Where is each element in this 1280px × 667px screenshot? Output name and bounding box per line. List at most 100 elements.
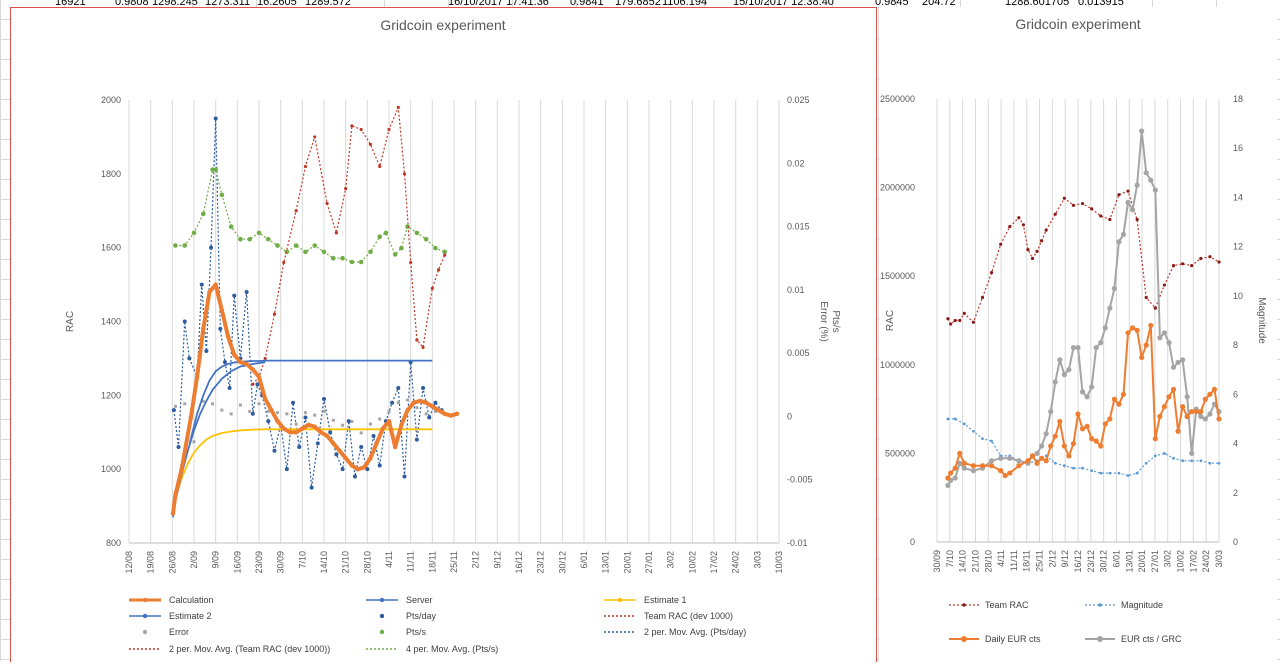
sheet-cell[interactable]: 0.9841 — [570, 0, 604, 8]
chart-panel-left[interactable]: Gridcoin experiment 12/08 19/08 26/08 2/09 9/… — [10, 7, 877, 662]
x-tick-label: 25/11 — [1035, 550, 1045, 572]
x-tick-label: 4/11 — [996, 550, 1006, 567]
sheet-cell[interactable]: 204.72 — [922, 0, 956, 8]
point-eur-cts-per-grc — [1161, 330, 1168, 336]
series-team-rac — [947, 190, 1220, 325]
x-tick-label: 18/11 — [1022, 550, 1032, 572]
y2-tick-label: 2 — [1233, 488, 1238, 498]
point-team-rac — [946, 317, 950, 321]
point-daily-eur-cts — [1216, 416, 1222, 422]
point-team-rac — [1208, 255, 1212, 259]
sheet-cell[interactable]: 1273.311 — [205, 0, 251, 8]
x-tick-label: 24/02 — [1201, 550, 1211, 573]
point-pts-s — [312, 243, 318, 248]
point-pts-day — [171, 408, 176, 413]
point-team-rac — [1030, 256, 1035, 261]
point-pts-day — [303, 415, 308, 420]
point-team-rac — [272, 312, 277, 316]
point-team-rac — [387, 127, 391, 132]
x-tick-label: 16/12 — [1073, 550, 1083, 573]
point-team-rac — [1171, 263, 1176, 268]
point-team-rac — [1126, 189, 1130, 193]
point-daily-eur-cts — [1007, 470, 1013, 476]
point-daily-eur-cts — [1089, 436, 1095, 442]
point-team-rac — [1144, 295, 1148, 300]
point-pts-s — [340, 255, 345, 261]
point-magnitude — [981, 437, 984, 441]
point-eur-cts-per-grc — [1093, 344, 1099, 351]
x-tick-label: 23/12 — [536, 551, 546, 574]
y2-tick-label: 0.015 — [787, 222, 810, 232]
y2-tick-label: 0.02 — [787, 158, 805, 168]
point-team-rac — [1035, 249, 1039, 253]
point-team-rac — [958, 318, 962, 323]
point-pts-s — [182, 243, 188, 248]
point-pts-day — [433, 400, 438, 405]
point-pts-s — [247, 236, 253, 242]
point-calculation — [411, 400, 416, 405]
point-team-rac — [1062, 196, 1066, 200]
point-daily-eur-cts — [1066, 453, 1072, 459]
point-error — [173, 404, 177, 408]
point-calculation — [399, 422, 404, 428]
sheet-cell[interactable]: 1288.601705 — [1005, 0, 1070, 8]
point-pts-s — [238, 236, 243, 242]
y2-tick-label: 18 — [1233, 94, 1243, 104]
point-calculation — [232, 352, 237, 357]
chart-panel-right[interactable]: Gridcoin experiment 30/09 7/10 14/10 21/10 28… — [878, 7, 1277, 661]
x-tick-label: 20/01 — [622, 551, 632, 574]
legend-label: 2 per. Mov. Avg. (Pts/day) — [644, 627, 746, 637]
y2-tick-label: 4 — [1233, 439, 1238, 449]
point-team-rac — [1021, 223, 1026, 227]
sheet-cell[interactable]: 0.9845 — [875, 0, 909, 8]
point-magnitude — [1181, 459, 1185, 463]
sheet-cell[interactable]: 15/10/2017 12:38:40 — [733, 0, 834, 8]
point-pts-day — [402, 474, 407, 479]
sheet-cell[interactable]: 179.6852 — [615, 0, 661, 8]
point-team-rac — [344, 187, 348, 191]
series-pts-day-mov-avg — [173, 118, 443, 488]
point-daily-eur-cts — [945, 475, 951, 481]
point-pts-day — [272, 448, 277, 453]
point-pts-day — [199, 282, 204, 287]
x-tick-label: 16/12 — [514, 551, 524, 574]
point-daily-eur-cts — [1202, 396, 1208, 402]
point-error — [276, 411, 280, 415]
point-daily-eur-cts — [979, 463, 986, 469]
point-pts-day — [352, 474, 357, 479]
sheet-cell[interactable]: 0.9808 — [115, 0, 149, 8]
sheet-cell[interactable]: 1106.194 — [662, 0, 708, 8]
point-eur-cts-per-grc — [998, 455, 1004, 461]
point-daily-eur-cts — [1039, 455, 1045, 461]
point-calculation — [442, 411, 447, 416]
series-server — [188, 359, 433, 444]
sheet-cell[interactable]: 16.2605 — [257, 0, 297, 8]
point-calculation — [343, 455, 348, 461]
chart-title: Gridcoin experiment — [1015, 16, 1140, 32]
x-tick-label: 2/12 — [471, 551, 481, 569]
x-tick-label: 17/02 — [709, 551, 719, 574]
y-tick-label: 1500000 — [880, 271, 915, 281]
sheet-cell[interactable]: 0.013915 — [1078, 0, 1124, 8]
point-team-rac — [409, 260, 413, 265]
point-pts-day — [414, 437, 419, 442]
point-magnitude — [946, 417, 950, 421]
point-daily-eur-cts — [1025, 458, 1031, 464]
point-pts-s — [433, 245, 438, 251]
x-tick-label: 11/11 — [406, 551, 416, 572]
point-daily-eur-cts — [1125, 330, 1131, 336]
x-tick-label: 24/02 — [731, 551, 741, 574]
point-daily-eur-cts — [1120, 391, 1127, 397]
sheet-cell[interactable]: 1289.572 — [305, 0, 351, 8]
y-tick-label: 2000000 — [880, 183, 915, 193]
y-tick-label: 2000 — [101, 95, 121, 105]
series-estimate-1 — [172, 428, 433, 514]
point-pts-s — [293, 243, 299, 248]
sheet-cell[interactable]: 16/10/2017 17:41:36 — [448, 0, 549, 8]
sheet-cell[interactable]: 16921 — [55, 0, 86, 8]
point-calculation — [188, 415, 194, 420]
sheet-cell[interactable]: 1298.245 — [152, 0, 198, 8]
point-pts-day — [187, 356, 192, 361]
point-calculation — [312, 424, 317, 429]
point-eur-cts-per-grc — [970, 468, 976, 474]
